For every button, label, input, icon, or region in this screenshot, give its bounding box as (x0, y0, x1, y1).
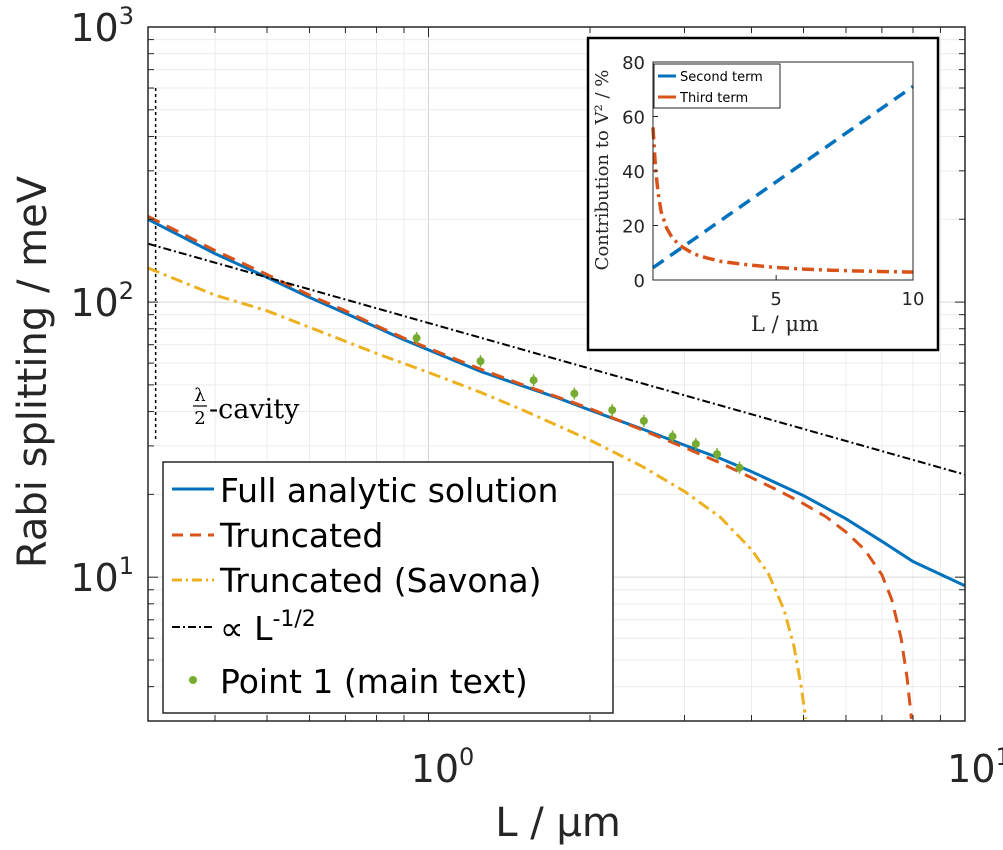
inset-y-tick-label: 80 (622, 53, 645, 74)
inset-x-tick-label: 10 (902, 289, 925, 310)
y-tick-label: 103 (70, 2, 134, 50)
main-legend: Full analytic solution Truncated Truncat… (162, 461, 614, 714)
main-tick-labels: 100101101102103 (70, 2, 1003, 791)
x-axis-label: L / μm (495, 800, 621, 846)
inset-ticks (653, 61, 914, 281)
annotation-denominator: 2 (194, 408, 205, 429)
data-point (691, 439, 700, 448)
data-point (735, 463, 744, 472)
data-point (476, 357, 485, 366)
annotation-text: -cavity (209, 394, 300, 425)
inset-series-layer (651, 85, 915, 274)
data-point (668, 432, 677, 441)
legend-label-point-1: Point 1 (main text) (220, 662, 528, 701)
legend-swatch-point-1 (189, 676, 197, 684)
inset-y-tick-label: 0 (634, 271, 645, 292)
lambda-half-cavity-annotation: λ 2 -cavity (193, 385, 300, 429)
series-line-l-1-2 (148, 242, 965, 476)
inset-y-tick-label: 20 (622, 217, 645, 238)
inset-x-axis-label: L / μm (751, 312, 819, 336)
inset-chart: 5 10 0 20 40 60 80 L / μm Contribution to V² /… (586, 36, 940, 352)
legend-label-truncated-savona: Truncated (Savona) (219, 561, 542, 600)
data-point (639, 416, 648, 425)
annotation-numerator: λ (194, 385, 205, 406)
y-tick-label: 101 (70, 552, 134, 600)
data-point (608, 406, 617, 415)
legend-power-law-main: ∝ L (220, 609, 273, 648)
inset-y-axis-label: Contribution to V² / % (592, 70, 613, 271)
y-axis-label: Rabi splitting / meV (10, 175, 56, 568)
data-point (570, 389, 579, 398)
inset-x-tick-label: 5 (770, 289, 781, 310)
inset-legend-label-third-term: Third term (679, 91, 748, 106)
inset-series-line-second-term (651, 85, 915, 270)
main-legend-box (162, 461, 614, 714)
x-tick-label: 100 (411, 743, 475, 791)
inset-y-tick-label: 60 (622, 108, 645, 129)
x-tick-label: 101 (947, 743, 1003, 791)
legend-label-full-analytic: Full analytic solution (220, 471, 558, 510)
y-tick-label: 102 (70, 277, 134, 325)
inset-series-line-third-term (651, 127, 914, 274)
data-point (529, 376, 538, 385)
data-point (713, 450, 722, 459)
legend-power-law-exponent: -1/2 (272, 607, 315, 632)
main-series-layer (148, 88, 965, 720)
main-plot-frame (147, 26, 966, 722)
inset-tick-labels: 5 10 0 20 40 60 80 (622, 53, 924, 310)
legend-label-power-law: ∝ L-1/2 (220, 607, 316, 648)
legend-label-truncated: Truncated (219, 516, 383, 555)
inset-y-tick-label: 40 (622, 162, 645, 183)
inset-legend-box (653, 63, 781, 109)
main-ticks (147, 26, 966, 722)
inset-legend: Second term Third term (653, 63, 781, 109)
inset-legend-label-second-term: Second term (680, 70, 763, 85)
data-point (412, 334, 421, 343)
